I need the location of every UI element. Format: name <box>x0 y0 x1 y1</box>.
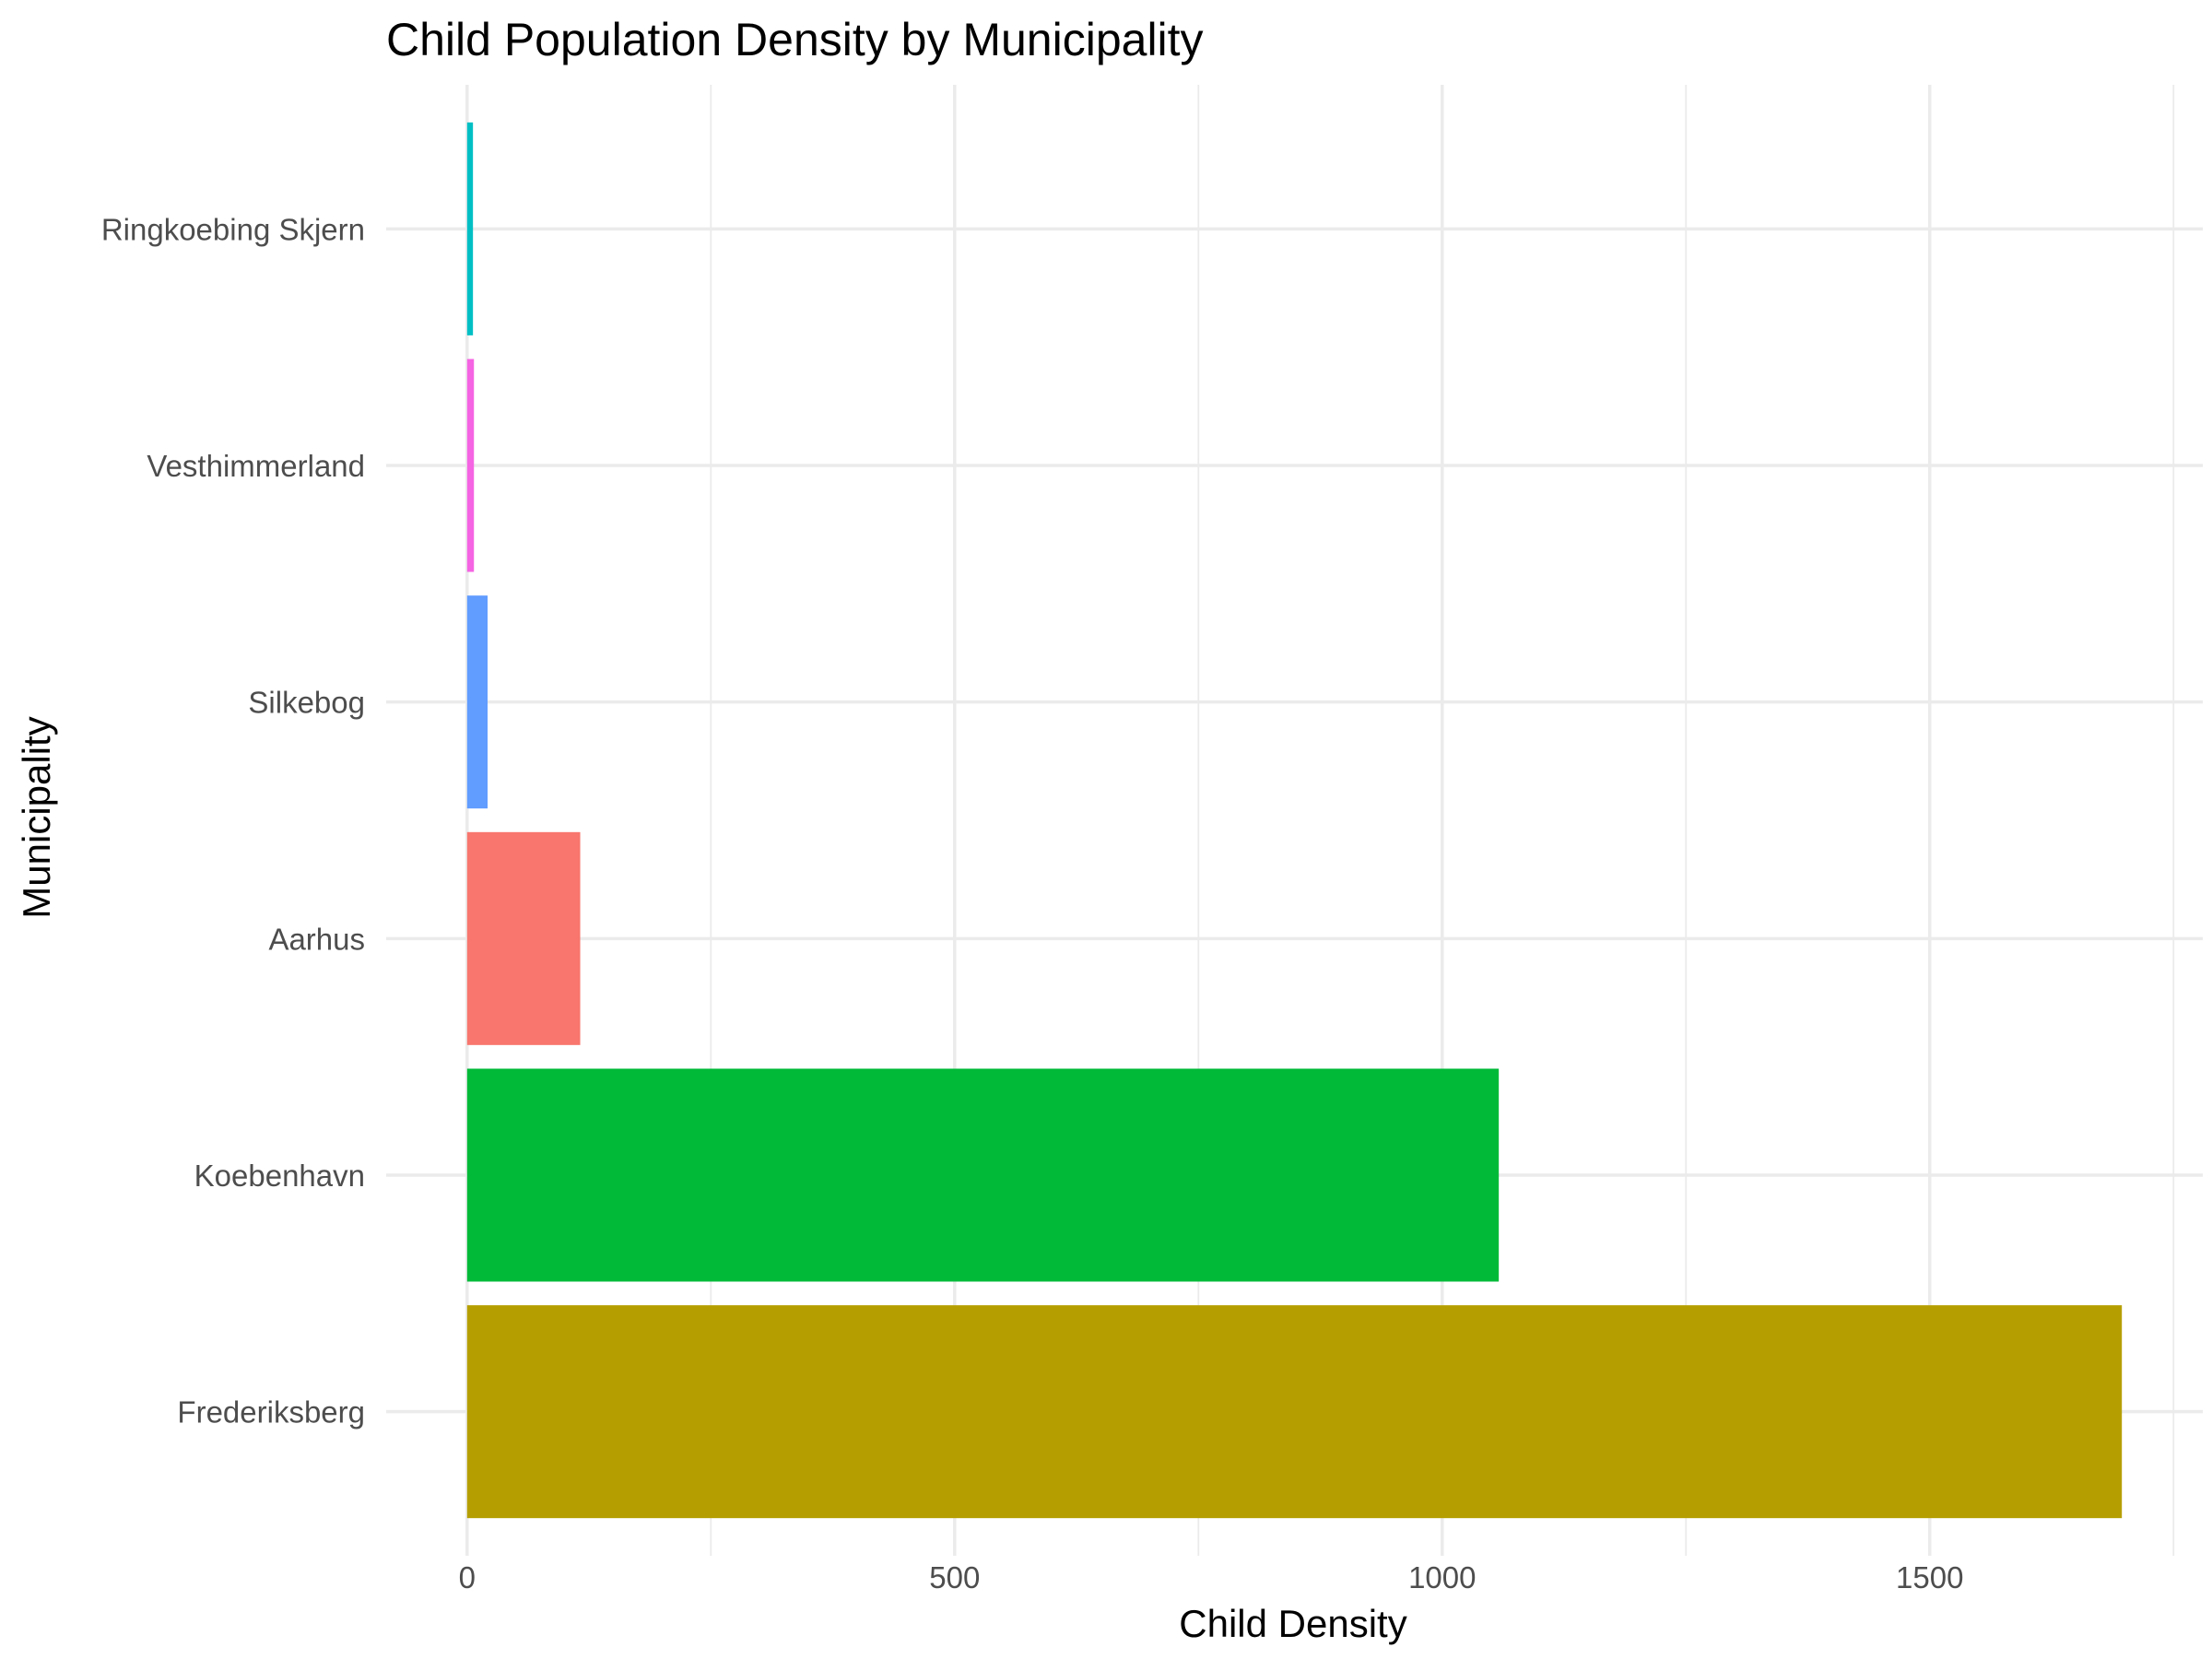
x-tick-label: 500 <box>929 1560 980 1594</box>
chart-title: Child Population Density by Municipality <box>386 14 1204 65</box>
y-tick-label: Frederiksberg <box>177 1395 365 1430</box>
x-tick-label: 1500 <box>1896 1560 1963 1594</box>
x-tick-label: 1000 <box>1408 1560 1476 1594</box>
y-tick-label: Aarhus <box>268 922 365 956</box>
x-axis-title: Child Density <box>1179 1602 1406 1645</box>
bar-aarhus <box>466 831 581 1045</box>
bar-koebenhavn <box>466 1068 1500 1282</box>
y-axis: Frederiksberg Koebenhavn Aarhus Silkebog Ves… <box>101 212 365 1429</box>
y-tick-label: Koebenhavn <box>194 1159 365 1193</box>
x-axis: 0 500 1000 1500 <box>459 1560 1964 1594</box>
y-tick-label: Ringkoebing Skjern <box>101 212 365 246</box>
y-tick-label: Vesthimmerland <box>147 449 365 483</box>
bar-ringkoebing-skjern <box>466 122 474 335</box>
bars <box>466 122 2123 1519</box>
bar-vesthimmerland <box>466 359 475 572</box>
y-tick-label: Silkebog <box>248 686 365 720</box>
y-axis-title: Municipality <box>15 716 58 918</box>
x-tick-label: 0 <box>459 1560 476 1594</box>
bar-silkebog <box>466 595 488 809</box>
bar-frederiksberg <box>466 1305 2123 1519</box>
